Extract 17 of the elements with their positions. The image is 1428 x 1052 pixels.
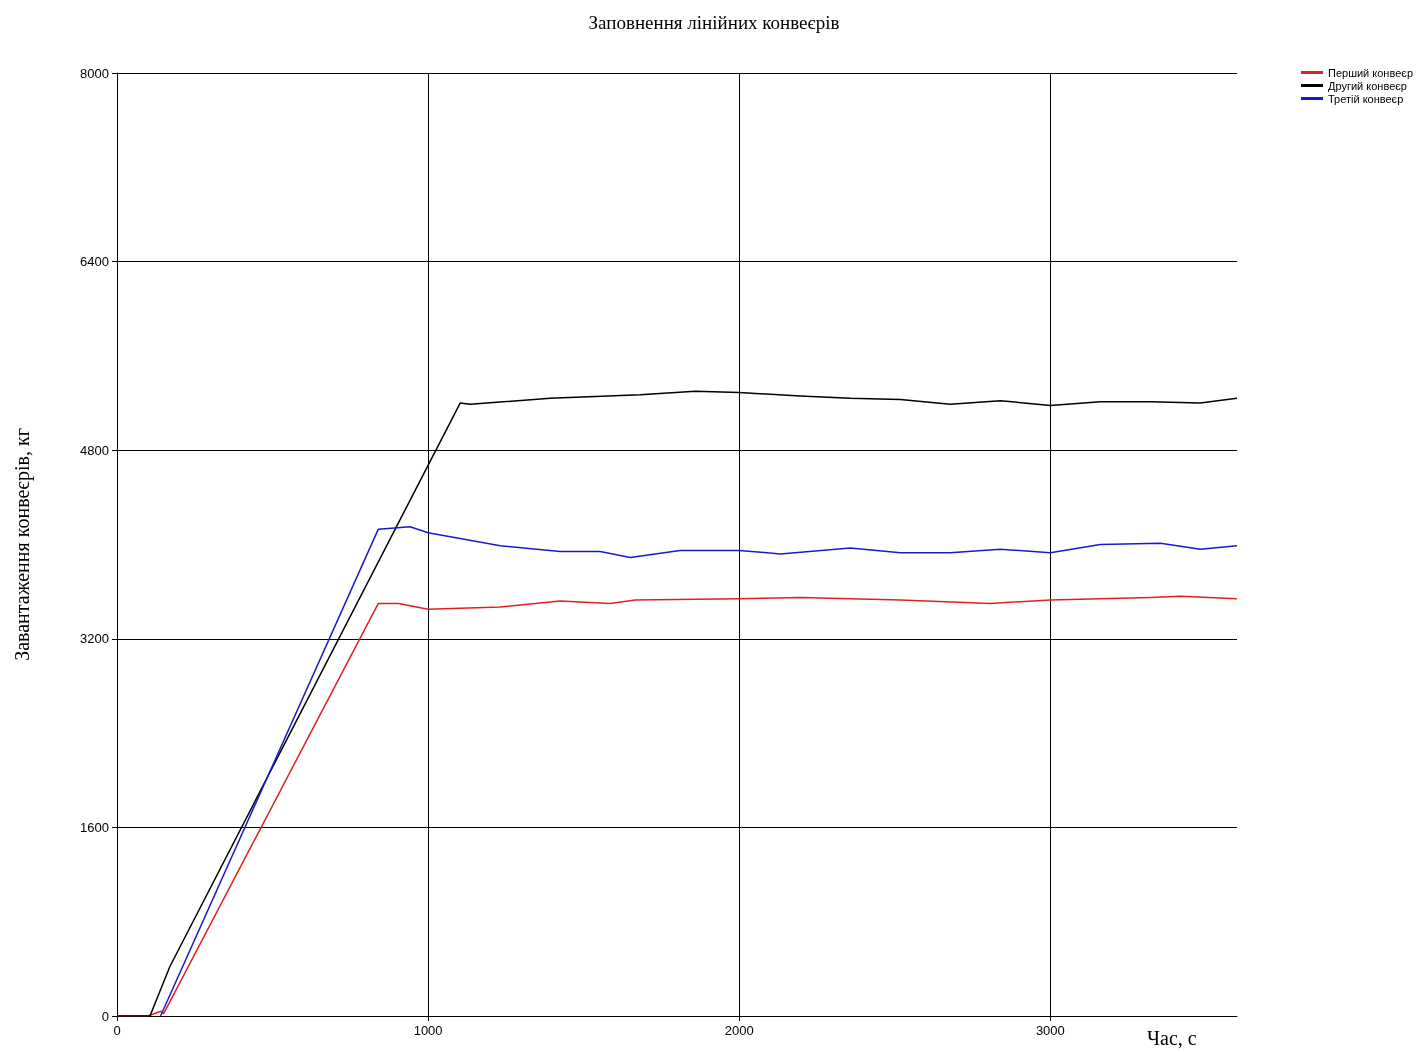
y-tick-label: 0 bbox=[101, 1008, 109, 1024]
y-tick-label: 1600 bbox=[80, 819, 109, 835]
x-tick-label: 0 bbox=[113, 1023, 121, 1038]
y-tick-label: 3200 bbox=[80, 631, 109, 647]
y-axis-title: Завантаження конвеєрів, кг bbox=[11, 428, 34, 661]
y-tick-label: 4800 bbox=[80, 442, 109, 458]
legend-label: Другий конвеєр bbox=[1327, 79, 1407, 92]
x-axis-title: Час, с bbox=[1147, 1027, 1197, 1049]
legend-label: Перший конвеєр bbox=[1327, 66, 1414, 79]
y-tick-label: 6400 bbox=[80, 254, 109, 270]
y-tick-label: 8000 bbox=[80, 65, 109, 81]
x-tick-label: 3000 bbox=[1035, 1023, 1065, 1038]
x-tick-label: 1000 bbox=[413, 1023, 443, 1038]
chart-title: Заповнення лінійних конвеєрів bbox=[588, 12, 840, 33]
legend-label: Третій конвеєр bbox=[1327, 92, 1404, 105]
x-tick-label: 2000 bbox=[724, 1023, 754, 1038]
line-series bbox=[159, 526, 1238, 1017]
